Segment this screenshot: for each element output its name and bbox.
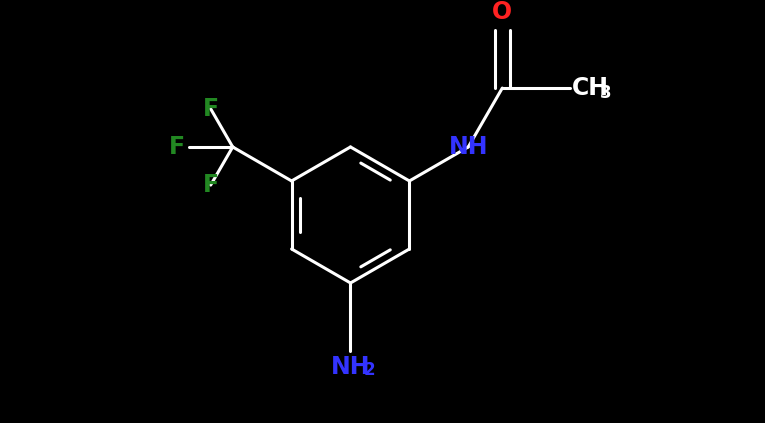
Text: NH: NH: [330, 355, 370, 379]
Text: NH: NH: [448, 135, 488, 159]
Text: CH: CH: [572, 76, 609, 100]
Text: 3: 3: [601, 84, 612, 102]
Text: F: F: [203, 173, 219, 197]
Text: F: F: [168, 135, 184, 159]
Text: 2: 2: [364, 361, 376, 379]
Text: O: O: [492, 0, 513, 24]
Text: F: F: [203, 97, 219, 121]
